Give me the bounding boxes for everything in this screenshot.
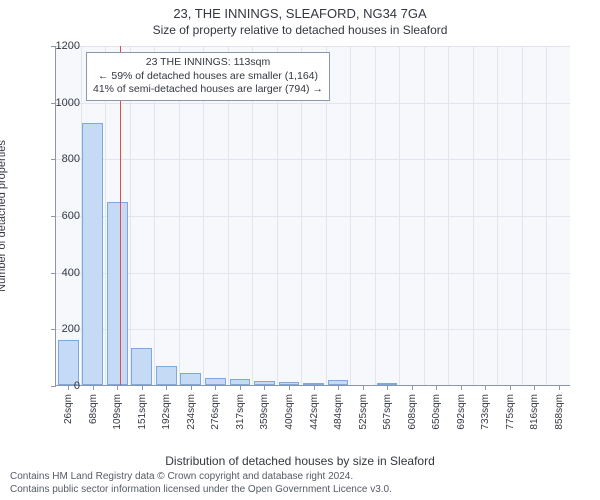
histogram-bar bbox=[107, 202, 128, 385]
xtick-label: 192sqm bbox=[161, 394, 172, 430]
gridline-h bbox=[56, 103, 570, 104]
gridline-v bbox=[497, 46, 498, 385]
xtick-mark bbox=[485, 385, 486, 390]
xtick-mark bbox=[117, 385, 118, 390]
xtick-mark bbox=[289, 385, 290, 390]
ytick-label: 1200 bbox=[50, 40, 80, 52]
xtick-mark bbox=[436, 385, 437, 390]
ytick-label: 800 bbox=[50, 153, 80, 165]
xtick-mark bbox=[363, 385, 364, 390]
chart-subtitle: Size of property relative to detached ho… bbox=[0, 21, 600, 37]
xtick-mark bbox=[264, 385, 265, 390]
xtick-label: 317sqm bbox=[235, 394, 246, 430]
chart-area: 23 THE INNINGS: 113sqm ← 59% of detached… bbox=[55, 46, 570, 416]
ytick-label: 400 bbox=[50, 267, 80, 279]
xtick-label: 109sqm bbox=[112, 394, 123, 430]
xtick-mark bbox=[534, 385, 535, 390]
histogram-bar bbox=[156, 366, 177, 385]
xtick-label: 68sqm bbox=[88, 394, 99, 424]
xtick-label: 442sqm bbox=[309, 394, 320, 430]
xtick-mark bbox=[191, 385, 192, 390]
x-axis-label: Distribution of detached houses by size … bbox=[0, 454, 600, 468]
gridline-v bbox=[546, 46, 547, 385]
ytick-label: 200 bbox=[50, 323, 80, 335]
gridline-v bbox=[375, 46, 376, 385]
ytick-label: 600 bbox=[50, 210, 80, 222]
histogram-bar bbox=[180, 373, 201, 385]
gridline-v bbox=[424, 46, 425, 385]
xtick-label: 359sqm bbox=[259, 394, 270, 430]
gridline-v bbox=[448, 46, 449, 385]
xtick-label: 650sqm bbox=[431, 394, 442, 430]
histogram-bar bbox=[58, 340, 79, 385]
xtick-label: 400sqm bbox=[284, 394, 295, 430]
y-axis-label: Number of detached properties bbox=[0, 140, 8, 292]
gridline-h bbox=[56, 46, 570, 47]
xtick-label: 276sqm bbox=[210, 394, 221, 430]
annotation-line1: 23 THE INNINGS: 113sqm bbox=[93, 56, 323, 70]
xtick-label: 733sqm bbox=[480, 394, 491, 430]
histogram-bar bbox=[131, 348, 152, 385]
gridline-h bbox=[56, 159, 570, 160]
xtick-label: 234sqm bbox=[186, 394, 197, 430]
gridline-v bbox=[81, 46, 82, 385]
gridline-v bbox=[522, 46, 523, 385]
ytick-label: 0 bbox=[50, 380, 80, 392]
xtick-mark bbox=[412, 385, 413, 390]
xtick-label: 567sqm bbox=[382, 394, 393, 430]
plot-region: 23 THE INNINGS: 113sqm ← 59% of detached… bbox=[55, 46, 570, 386]
footer-attribution: Contains HM Land Registry data © Crown c… bbox=[10, 470, 392, 496]
gridline-v bbox=[399, 46, 400, 385]
xtick-mark bbox=[142, 385, 143, 390]
xtick-label: 484sqm bbox=[333, 394, 344, 430]
footer-line1: Contains HM Land Registry data © Crown c… bbox=[10, 470, 392, 483]
xtick-label: 525sqm bbox=[358, 394, 369, 430]
xtick-mark bbox=[240, 385, 241, 390]
xtick-mark bbox=[338, 385, 339, 390]
chart-title: 23, THE INNINGS, SLEAFORD, NG34 7GA bbox=[0, 0, 600, 21]
xtick-mark bbox=[559, 385, 560, 390]
gridline-v bbox=[473, 46, 474, 385]
xtick-label: 692sqm bbox=[456, 394, 467, 430]
xtick-label: 858sqm bbox=[554, 394, 565, 430]
xtick-mark bbox=[215, 385, 216, 390]
histogram-bar bbox=[82, 123, 103, 385]
annotation-line2: ← 59% of detached houses are smaller (1,… bbox=[93, 70, 323, 84]
ytick-label: 1000 bbox=[50, 97, 80, 109]
footer-line2: Contains public sector information licen… bbox=[10, 483, 392, 496]
xtick-label: 775sqm bbox=[505, 394, 516, 430]
xtick-mark bbox=[93, 385, 94, 390]
gridline-h bbox=[56, 329, 570, 330]
xtick-label: 26sqm bbox=[63, 394, 74, 424]
gridline-h bbox=[56, 216, 570, 217]
xtick-mark bbox=[510, 385, 511, 390]
xtick-label: 608sqm bbox=[407, 394, 418, 430]
gridline-v bbox=[350, 46, 351, 385]
xtick-mark bbox=[166, 385, 167, 390]
xtick-label: 816sqm bbox=[529, 394, 540, 430]
xtick-mark bbox=[387, 385, 388, 390]
xtick-label: 151sqm bbox=[137, 394, 148, 430]
annotation-box: 23 THE INNINGS: 113sqm ← 59% of detached… bbox=[86, 52, 330, 101]
gridline-h bbox=[56, 273, 570, 274]
histogram-bar bbox=[205, 378, 226, 385]
xtick-mark bbox=[314, 385, 315, 390]
annotation-line3: 41% of semi-detached houses are larger (… bbox=[93, 83, 323, 97]
xtick-mark bbox=[461, 385, 462, 390]
